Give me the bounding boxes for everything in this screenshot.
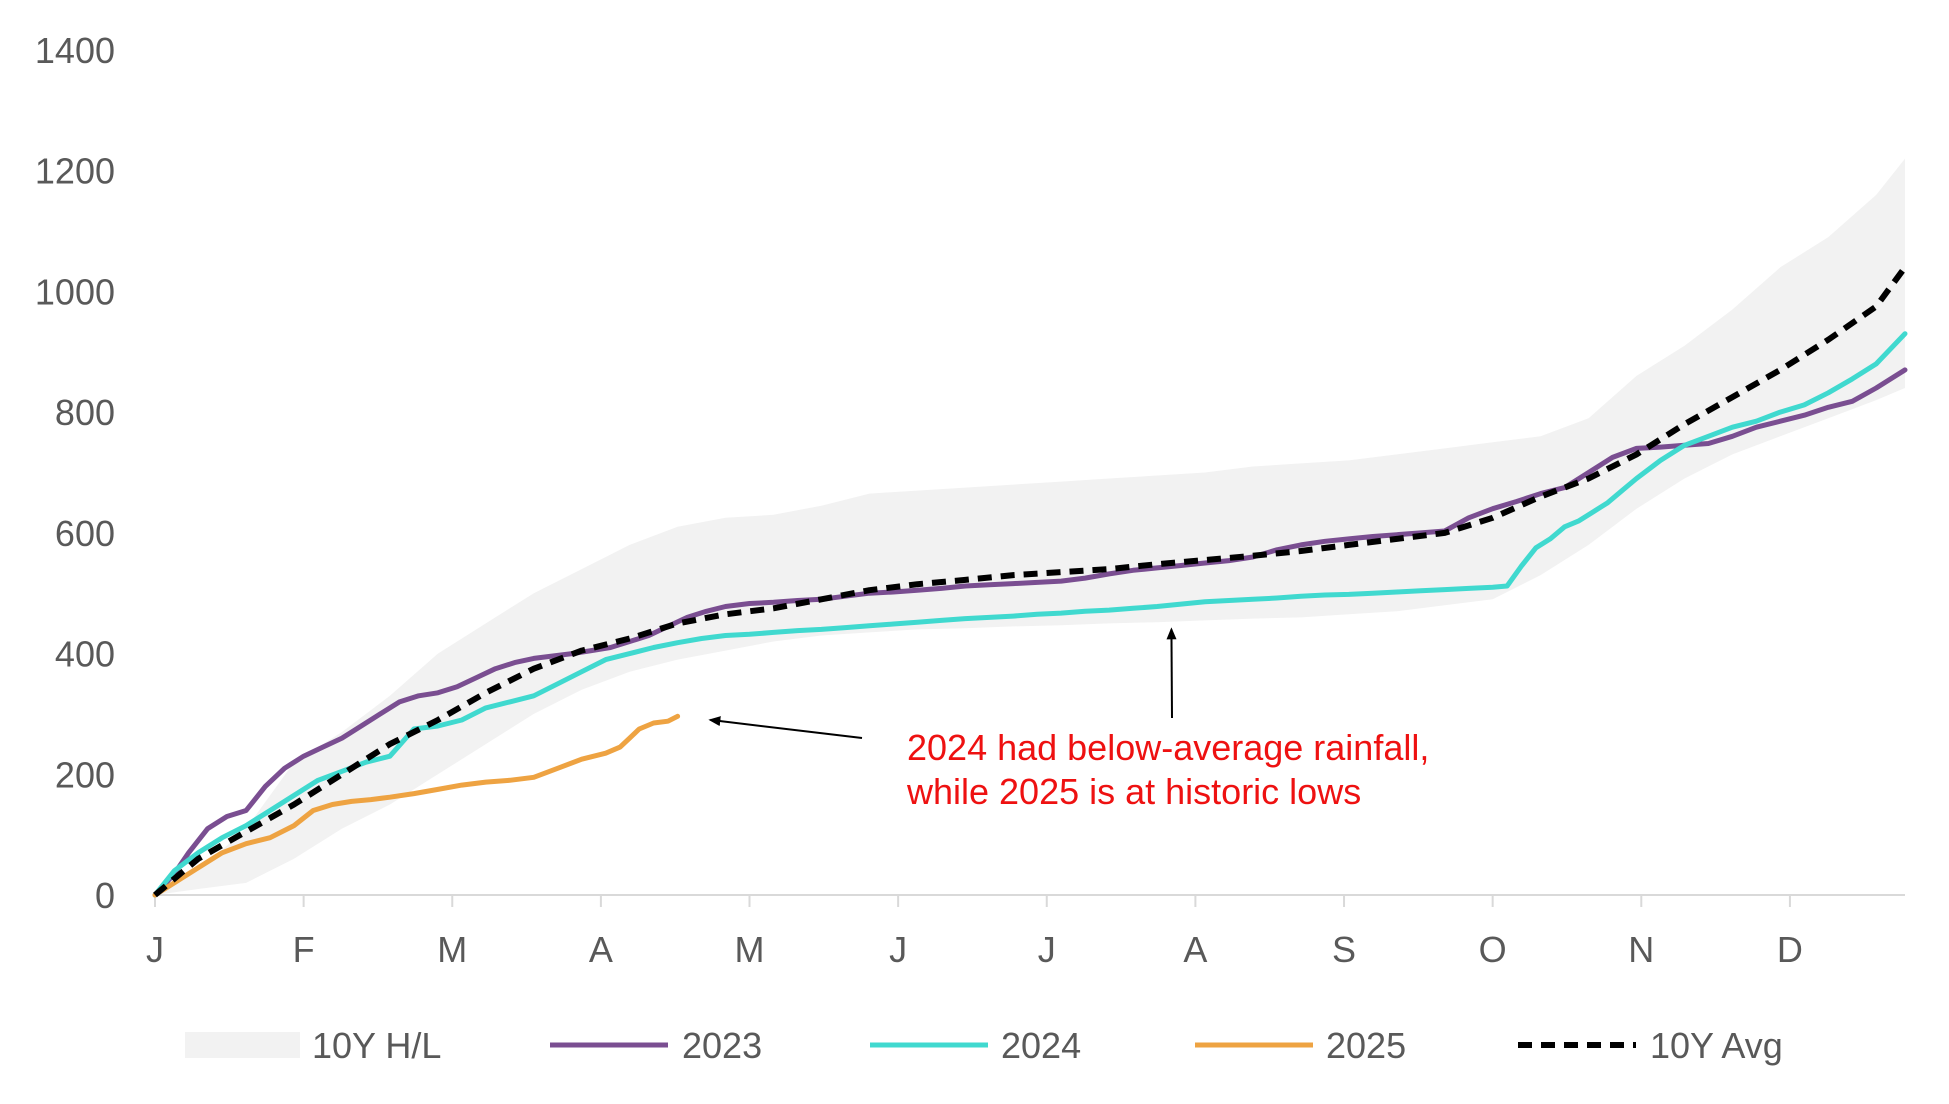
- y-tick-label: 1000: [35, 271, 115, 312]
- x-tick-label: J: [1038, 929, 1056, 970]
- y-tick-label: 800: [55, 392, 115, 433]
- x-tick-label: M: [437, 929, 467, 970]
- x-tick-label: N: [1628, 929, 1654, 970]
- legend-label: 10Y Avg: [1650, 1025, 1783, 1066]
- legend-label: 10Y H/L: [312, 1025, 441, 1066]
- x-tick-label: A: [1183, 929, 1207, 970]
- band-layer: [155, 158, 1905, 896]
- x-tick-label: S: [1332, 929, 1356, 970]
- series-line-2023: [152, 367, 1908, 898]
- y-tick-label: 400: [55, 634, 115, 675]
- annotation-layer: 2024 had below-average rainfall, while 2…: [708, 627, 1429, 812]
- y-tick-label: 1200: [35, 151, 115, 192]
- legend-label: 2025: [1326, 1025, 1406, 1066]
- series-line-10y-avg: [153, 265, 1908, 898]
- y-tick-label: 600: [55, 513, 115, 554]
- x-tick-label: F: [293, 929, 315, 970]
- series-line-2024: [152, 331, 1908, 898]
- x-tick-label: A: [589, 929, 613, 970]
- legend-label: 2023: [682, 1025, 762, 1066]
- legend: 10Y H/L 2023 2024 2025 10Y Avg: [185, 1025, 1783, 1066]
- legend-label: 2024: [1001, 1025, 1081, 1066]
- y-tick-label: 1400: [35, 30, 115, 71]
- x-tick-label: O: [1479, 929, 1507, 970]
- x-tick-label: D: [1777, 929, 1803, 970]
- legend-swatch-band: [185, 1032, 300, 1058]
- x-tick-label: M: [735, 929, 765, 970]
- y-tick-label: 200: [55, 754, 115, 795]
- series-line-2025: [152, 713, 681, 898]
- annotation-line-1: 2024 had below-average rainfall,: [907, 727, 1429, 768]
- y-tick-label: 0: [95, 875, 115, 916]
- x-tick-label: J: [146, 929, 164, 970]
- axis-layer: 0 200 400 600 800 1000 1200 1400 J F M A M J J A S O N D: [35, 30, 1905, 970]
- x-tick-label: J: [889, 929, 907, 970]
- annotation-line-2: while 2025 is at historic lows: [906, 771, 1361, 812]
- annotation-arrow-2025: [708, 716, 863, 739]
- annotation-arrow-2024: [1166, 627, 1177, 719]
- band-10y-hl: [155, 158, 1905, 896]
- series-layer: [152, 265, 1908, 898]
